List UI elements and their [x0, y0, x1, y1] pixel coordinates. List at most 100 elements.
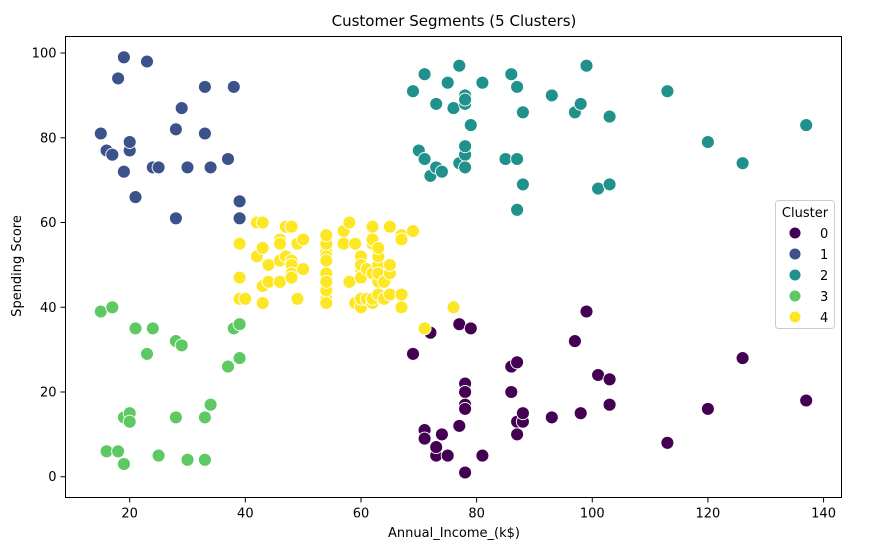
legend-marker-4: [788, 310, 802, 324]
data-point-cluster-1: [151, 160, 166, 175]
data-point-cluster-2: [591, 181, 606, 196]
data-point-cluster-0: [452, 418, 467, 433]
data-point-cluster-3: [203, 397, 218, 412]
data-point-cluster-0: [440, 448, 455, 463]
data-point-cluster-0: [406, 346, 420, 361]
data-point-cluster-3: [180, 452, 195, 467]
data-point-cluster-2: [458, 92, 473, 107]
data-point-cluster-4: [273, 274, 287, 289]
x-tick-label: 20: [121, 507, 138, 522]
data-point-cluster-4: [446, 300, 461, 315]
x-axis: 20 40 60 80 100 120 140: [121, 497, 836, 522]
legend-marker-1: [788, 247, 802, 261]
x-axis-label: Annual_Income_(k$): [388, 526, 520, 541]
data-point-cluster-3: [128, 321, 143, 336]
data-point-cluster-2: [504, 67, 519, 82]
data-point-cluster-2: [498, 152, 513, 166]
data-point-cluster-2: [458, 139, 473, 154]
data-point-cluster-4: [382, 257, 397, 272]
data-point-cluster-3: [197, 410, 212, 425]
legend-label-4: 4: [820, 311, 828, 326]
data-point-cluster-2: [799, 118, 814, 133]
data-point-cluster-0: [504, 385, 519, 399]
x-tick-label: 140: [811, 507, 836, 522]
legend-label-0: 0: [820, 227, 828, 242]
data-point-cluster-1: [116, 164, 131, 179]
y-tick-label: 80: [40, 131, 57, 146]
y-tick-label: 40: [40, 301, 57, 316]
data-point-cluster-2: [406, 84, 420, 99]
data-point-cluster-4: [296, 232, 311, 247]
data-point-cluster-4: [261, 274, 276, 289]
data-point-cluster-4: [394, 287, 409, 302]
y-axis-label: Spending Score: [10, 215, 25, 317]
data-point-cluster-3: [197, 452, 212, 467]
data-point-cluster-1: [168, 211, 183, 226]
data-point-cluster-4: [382, 219, 397, 234]
data-point-cluster-1: [197, 79, 212, 94]
data-point-cluster-4: [232, 270, 247, 285]
data-point-cluster-3: [122, 414, 137, 429]
y-axis: 0 20 40 60 80 100: [32, 47, 66, 485]
legend-label-1: 1: [820, 248, 828, 263]
data-point-cluster-2: [440, 75, 455, 90]
data-point-cluster-0: [660, 435, 675, 450]
data-point-cluster-2: [510, 152, 525, 166]
data-point-cluster-2: [510, 202, 525, 217]
data-point-cluster-2: [417, 152, 432, 166]
data-point-cluster-4: [319, 253, 334, 268]
y-tick-label: 100: [32, 47, 57, 62]
data-point-cluster-0: [434, 427, 449, 442]
data-point-cluster-2: [660, 84, 675, 99]
data-point-cluster-1: [111, 71, 126, 86]
points-layer: [93, 50, 814, 480]
data-point-cluster-0: [799, 393, 814, 408]
data-point-cluster-4: [365, 219, 380, 234]
data-point-cluster-2: [735, 156, 750, 171]
data-point-cluster-0: [475, 448, 490, 463]
data-point-cluster-3: [221, 359, 235, 374]
data-point-cluster-2: [602, 109, 617, 124]
data-point-cluster-4: [371, 240, 386, 255]
data-point-cluster-1: [197, 126, 212, 141]
data-point-cluster-3: [168, 410, 183, 425]
data-point-cluster-4: [417, 321, 432, 336]
data-point-cluster-1: [203, 160, 218, 175]
legend-marker-3: [788, 289, 802, 303]
data-point-cluster-3: [105, 300, 120, 315]
data-point-cluster-4: [232, 236, 247, 251]
data-point-cluster-1: [174, 101, 189, 116]
data-point-cluster-1: [180, 160, 195, 175]
x-tick-label: 120: [696, 507, 721, 522]
y-tick-label: 0: [48, 470, 56, 485]
data-point-cluster-4: [296, 262, 311, 277]
data-point-cluster-2: [452, 58, 467, 73]
data-point-cluster-2: [458, 160, 473, 175]
data-point-cluster-0: [452, 317, 467, 332]
data-point-cluster-0: [591, 368, 606, 382]
data-point-cluster-2: [429, 96, 444, 111]
data-point-cluster-4: [406, 224, 420, 238]
data-point-cluster-0: [429, 440, 444, 455]
data-point-cluster-1: [221, 152, 235, 166]
legend-marker-0: [788, 226, 802, 240]
data-point-cluster-0: [515, 406, 530, 421]
legend-marker-2: [788, 268, 802, 282]
data-point-cluster-0: [579, 304, 594, 319]
data-point-cluster-4: [284, 219, 299, 234]
data-point-cluster-4: [382, 287, 397, 302]
data-point-cluster-4: [238, 291, 253, 306]
data-point-cluster-1: [128, 190, 143, 205]
x-tick-label: 80: [468, 507, 485, 522]
data-point-cluster-1: [168, 122, 183, 137]
legend-items: 0 1 2 3 4: [788, 226, 828, 326]
data-point-cluster-2: [475, 75, 490, 90]
data-point-cluster-2: [579, 58, 594, 73]
data-point-cluster-0: [544, 410, 559, 425]
data-point-cluster-2: [417, 67, 432, 82]
data-point-cluster-2: [463, 118, 478, 133]
data-point-cluster-3: [151, 448, 166, 463]
data-point-cluster-2: [446, 101, 461, 116]
data-point-cluster-1: [105, 147, 120, 162]
